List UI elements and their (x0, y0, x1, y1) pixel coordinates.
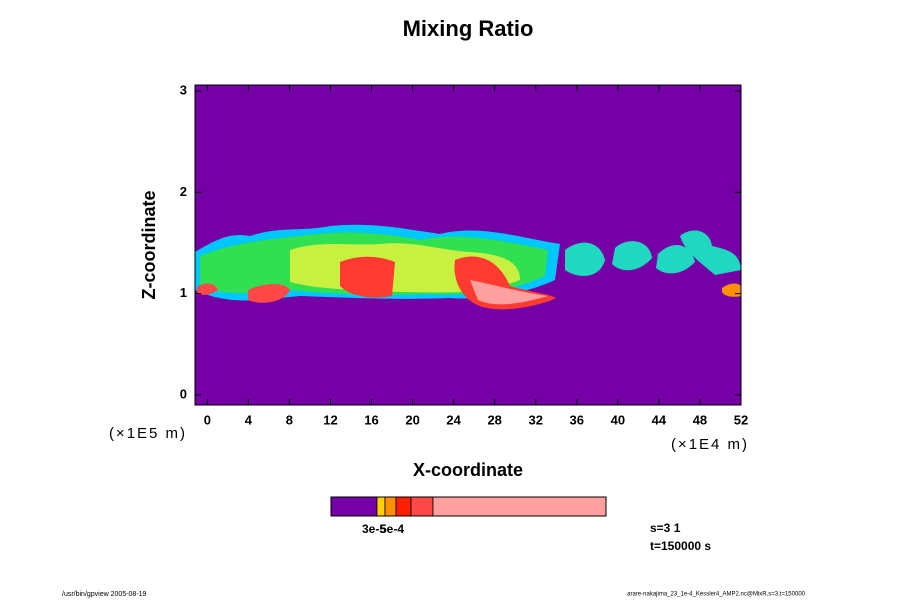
x-tick-label: 36 (570, 412, 584, 427)
x-tick-label: 28 (487, 412, 501, 427)
x-tick-label: 24 (446, 412, 461, 427)
footer-right: arare-nakajima_23_1e-4_Kessler4_AMP2.nc@… (627, 592, 806, 598)
colorbar-segment (432, 496, 607, 517)
x-tick-label: 12 (323, 412, 337, 427)
footer-left: /usr/bin/gpview 2005-08-19 (62, 591, 147, 598)
x-tick-label: 4 (245, 412, 253, 427)
colorbar-label: 3e-5 (362, 522, 386, 536)
plot-frame (194, 84, 742, 406)
x-axis-label: X-coordinate (413, 460, 523, 480)
chart-title: Mixing Ratio (403, 16, 534, 41)
colorbar-segment (330, 496, 378, 517)
colorbar-segment (384, 496, 397, 517)
colorbar-label: 5e-4 (380, 522, 404, 536)
colorbar-frame (330, 496, 607, 517)
x-tick-label: 0 (204, 412, 211, 427)
x-tick-label: 48 (693, 412, 707, 427)
y-tick-label: 0 (180, 386, 187, 401)
x-unit: (×1E4 m) (671, 436, 749, 453)
y-axis-label: Z-coordinate (139, 190, 159, 299)
x-tick-label: 40 (611, 412, 625, 427)
x-tick-label: 16 (364, 412, 378, 427)
x-tick-label: 32 (529, 412, 543, 427)
info-line: t=150000 s (650, 539, 711, 553)
y-tick-label: 1 (180, 285, 187, 300)
x-tick-label: 44 (652, 412, 667, 427)
y-tick-label: 3 (180, 83, 187, 98)
x-tick-label: 52 (734, 412, 748, 427)
info-line: s=3 1 (650, 521, 681, 535)
y-tick-label: 2 (180, 184, 187, 199)
colorbar-segment (410, 496, 434, 517)
x-tick-label: 8 (286, 412, 293, 427)
colorbar-segment (395, 496, 412, 517)
colorbar-segment (376, 496, 386, 517)
x-tick-label: 20 (405, 412, 419, 427)
y-unit: (×1E5 m) (109, 425, 187, 442)
